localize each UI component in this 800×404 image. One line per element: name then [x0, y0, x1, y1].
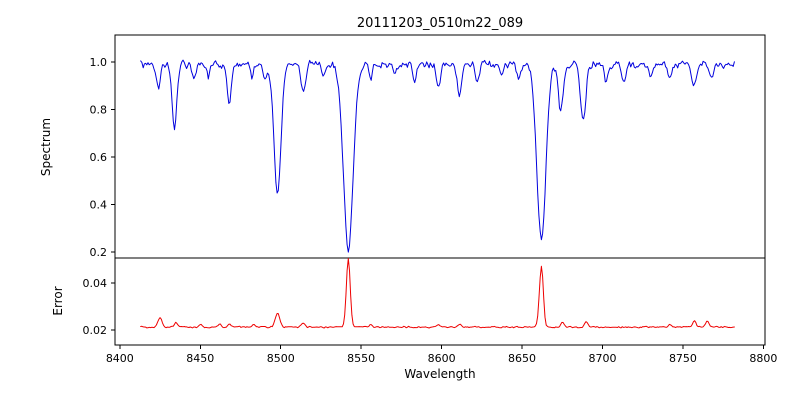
x-tick-label: 8500 — [267, 352, 295, 365]
chart-title: 20111203_0510m22_089 — [357, 16, 523, 31]
x-tick-label: 8750 — [669, 352, 697, 365]
error-y-tick-label: 0.02 — [83, 324, 108, 337]
axis-ticks: 8400 8450 8500 8550 8600 8650 8700 8750 8800 0.2 0… — [83, 56, 778, 365]
spectrum-y-tick-label: 1.0 — [90, 56, 108, 69]
x-tick-label: 8800 — [749, 352, 777, 365]
spectrum-y-axis-label: Spectrum — [39, 118, 53, 176]
x-tick-label: 8450 — [186, 352, 214, 365]
spectrum-y-tick-label: 0.2 — [90, 246, 108, 259]
error-line — [140, 258, 735, 329]
spectrum-panel-frame — [114, 34, 766, 259]
spectrum-line — [140, 59, 735, 253]
spectrum-y-tick-label: 0.6 — [90, 151, 108, 164]
x-tick-label: 8650 — [508, 352, 536, 365]
x-tick-label: 8550 — [347, 352, 375, 365]
error-y-tick-label: 0.04 — [83, 277, 108, 290]
error-panel-frame — [114, 257, 766, 346]
error-y-axis-label: Error — [51, 286, 65, 315]
x-tick-label: 8700 — [589, 352, 617, 365]
spectrum-y-tick-label: 0.4 — [90, 199, 108, 212]
x-axis-label: Wavelength — [404, 367, 475, 381]
x-tick-label: 8600 — [428, 352, 456, 365]
x-tick-label: 8400 — [106, 352, 134, 365]
spectrum-y-tick-label: 0.8 — [90, 104, 108, 117]
